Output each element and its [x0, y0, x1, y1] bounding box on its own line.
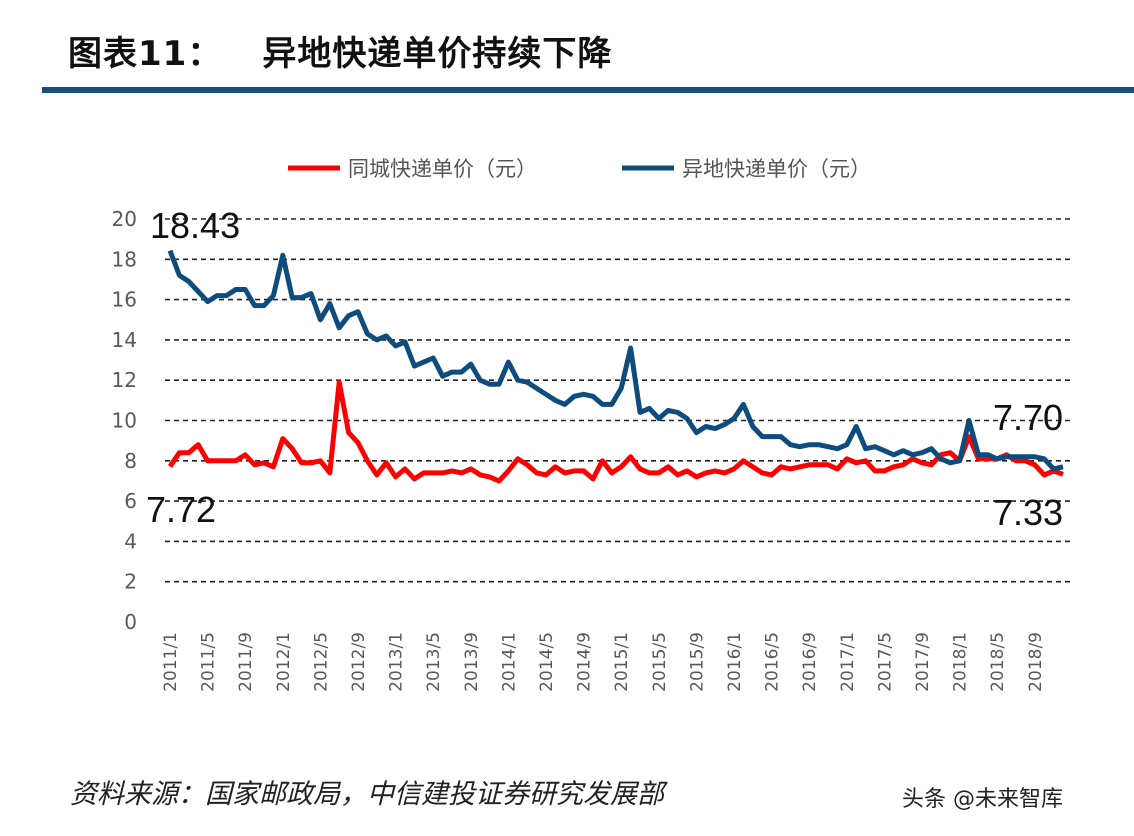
- y-tick-label: 16: [112, 288, 137, 312]
- annotation-start-local: 7.72: [146, 489, 216, 530]
- y-tick-label: 2: [124, 570, 137, 594]
- x-tick-label: 2018/1: [951, 632, 971, 692]
- x-tick-label: 2017/9: [913, 632, 933, 692]
- x-tick-label: 2012/9: [349, 632, 369, 692]
- y-tick-label: 10: [112, 409, 137, 433]
- x-tick-label: 2018/5: [988, 632, 1008, 692]
- legend-label-1: 异地快递单价（元）: [682, 157, 871, 181]
- x-tick-label: 2015/5: [650, 632, 670, 692]
- x-tick-label: 2013/1: [387, 632, 407, 692]
- x-tick-label: 2018/9: [1026, 632, 1046, 692]
- gridlines: [165, 218, 1070, 583]
- legend-label-0: 同城快递单价（元）: [348, 157, 537, 181]
- y-tick-label: 8: [124, 449, 137, 473]
- series-lines: [167, 249, 1064, 484]
- y-tick-label: 12: [112, 368, 137, 392]
- x-tick-label: 2014/1: [499, 632, 519, 692]
- x-tick-label: 2015/9: [687, 632, 707, 692]
- x-tick-label: 2016/9: [800, 632, 820, 692]
- annotation-end-local: 7.33: [993, 492, 1063, 533]
- x-tick-label: 2011/9: [236, 632, 256, 692]
- y-tick-label: 14: [112, 328, 137, 352]
- legend: 同城快递单价（元） 异地快递单价（元）: [288, 157, 871, 181]
- x-tick-label: 2016/1: [725, 632, 745, 692]
- series-line-1: [167, 249, 1064, 472]
- x-tick-label: 2013/9: [462, 632, 482, 692]
- annotations: 18.43 7.72 7.70 7.33: [146, 205, 1063, 533]
- x-tick-label: 2012/5: [311, 632, 331, 692]
- source-note: 资料来源：国家邮政局，中信建投证券研究发展部: [70, 779, 664, 810]
- y-tick-label: 18: [112, 247, 137, 271]
- x-tick-label: 2012/1: [274, 632, 294, 692]
- watermark: 头条 @未来智库: [902, 787, 1063, 812]
- x-tick-label: 2017/1: [838, 632, 858, 692]
- x-tick-label: 2014/5: [537, 632, 557, 692]
- y-tick-label: 4: [124, 529, 137, 553]
- x-tick-label: 2011/5: [199, 632, 219, 692]
- x-tick-label: 2014/9: [575, 632, 595, 692]
- x-tick-label: 2013/5: [424, 632, 444, 692]
- x-tick-label: 2011/1: [161, 632, 181, 692]
- x-tick-label: 2016/5: [763, 632, 783, 692]
- x-axis-ticks: 2011/1 2011/5 2011/9 2012/1 2012/5 2012/9 2013…: [161, 632, 1046, 692]
- y-axis-ticks: 0 2 4 6 8 10 12 14 16 18 20: [112, 207, 137, 634]
- x-tick-label: 2017/5: [875, 632, 895, 692]
- x-tick-label: 2015/1: [612, 632, 632, 692]
- y-tick-label: 6: [124, 489, 137, 513]
- annotation-end-remote: 7.70: [993, 397, 1063, 438]
- figure-title-text: 异地快递单价持续下降: [262, 34, 613, 74]
- y-tick-label: 0: [124, 610, 137, 634]
- y-tick-label: 20: [112, 207, 137, 231]
- figure-label: 图表11：: [68, 34, 223, 74]
- title-divider: [42, 87, 1134, 93]
- figure-title: 图表11： 异地快递单价持续下降: [68, 26, 612, 75]
- series-line-0: [167, 379, 1064, 484]
- annotation-start-remote: 18.43: [150, 205, 240, 246]
